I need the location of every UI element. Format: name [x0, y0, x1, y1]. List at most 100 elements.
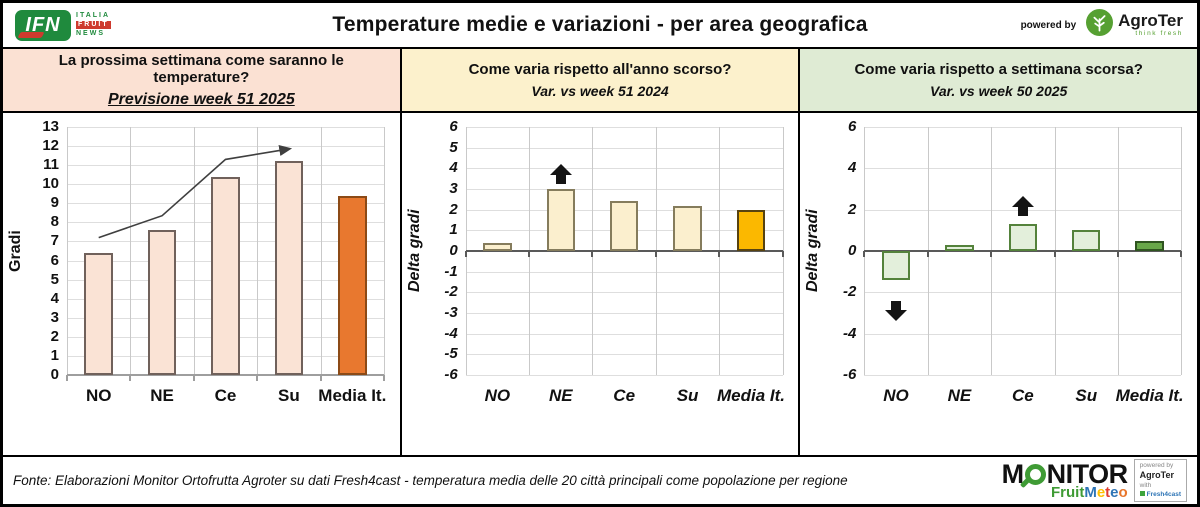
- axis-tick-mark: [319, 375, 322, 381]
- gridline-horizontal: [67, 165, 384, 167]
- panel-question: Come varia rispetto all'anno scorso?: [468, 61, 732, 78]
- footer-bar: Fonte: Elaborazioni Monitor Ortofrutta A…: [3, 455, 1197, 504]
- gridline-horizontal: [465, 127, 783, 128]
- y-axis-tick-label: 6: [449, 118, 458, 135]
- up-block-arrow-icon: [1011, 195, 1034, 216]
- x-axis-label-Media It.: Media It.: [716, 386, 785, 405]
- panels-row: La prossima settimana come saranno le te…: [3, 49, 1198, 455]
- y-axis-tick-label: 11: [43, 156, 59, 174]
- bar-NO: [881, 251, 911, 280]
- agroter-wordmark: AgroTer think fresh: [1118, 12, 1183, 38]
- axis-tick-mark: [528, 251, 531, 257]
- meteo-letter: e: [1110, 484, 1119, 501]
- axis-tick-mark: [66, 375, 68, 381]
- panel-vs-last-week: Come varia rispetto a settimana scorsa? …: [798, 49, 1198, 455]
- gridline-horizontal: [465, 147, 783, 149]
- meteo-letter: t: [1105, 484, 1111, 501]
- x-axis-label-Ce: Ce: [214, 386, 237, 405]
- x-axis-label-Ce: Ce: [1011, 386, 1034, 405]
- agroter-name: AgroTer: [1118, 11, 1183, 31]
- bar-Su: [1071, 230, 1101, 251]
- gridline-vertical: [257, 127, 259, 375]
- x-axis-label-Su: Su: [278, 386, 300, 405]
- forecast-temps-bar-chart: 0 1 2 3 4 5 6 7 8 9 10 11 12 13 NO NE Ce Su Media It. Gradi: [3, 113, 400, 455]
- axis-tick-mark: [256, 375, 259, 381]
- axis-tick-mark: [1053, 251, 1056, 257]
- gridline-horizontal: [864, 333, 1182, 335]
- y-axis-title: Delta gradi: [405, 209, 423, 293]
- bar-Media It.: [736, 209, 766, 251]
- y-axis-tick-label: 4: [449, 159, 458, 177]
- panel-header-vs-last-week: Come varia rispetto a settimana scorsa? …: [800, 49, 1198, 113]
- agroter-tree-icon: [1086, 9, 1114, 41]
- gridline-vertical: [193, 127, 195, 375]
- bar-NE: [945, 244, 974, 251]
- delta-vs-2024-bar-chart: -6 -5 -4 -3 -2 -1 0 1 2 3 4 5 6 NO NE Ce Su Media It. Delt…: [401, 113, 799, 455]
- gridline-vertical: [320, 127, 322, 375]
- axis-tick-mark: [781, 251, 784, 257]
- panel-subtitle: Var. vs week 51 2024: [531, 83, 669, 99]
- axis-tick-mark: [591, 251, 594, 257]
- y-axis-tick-label: 4: [50, 289, 59, 307]
- agroter-tagline: think fresh: [1135, 30, 1183, 38]
- gridline-horizontal: [864, 375, 1182, 376]
- panel-subtitle: Var. vs week 50 2025: [930, 83, 1068, 99]
- panel-header-forecast: La prossima settimana come saranno le te…: [3, 49, 400, 113]
- bar-Media It.: [338, 195, 367, 375]
- x-axis-label-NE: NE: [947, 386, 972, 405]
- gridline-horizontal: [864, 168, 1182, 170]
- agroter-logo: AgroTer think fresh: [1086, 9, 1183, 41]
- axis-tick-mark: [192, 375, 195, 381]
- axis-tick-mark: [129, 375, 132, 381]
- axis-tick-mark: [1116, 251, 1119, 257]
- header-bar: IFN ITALIA FRUIT NEWS Temperature medie …: [3, 3, 1197, 49]
- panel-header-vs-last-year: Come varia rispetto all'anno scorso? Var…: [401, 49, 799, 113]
- powered-by-label: powered by: [1020, 19, 1077, 31]
- panel-question: Come varia rispetto a settimana scorsa?: [854, 61, 1143, 78]
- ifn-badge: IFN: [15, 9, 71, 41]
- x-axis-label-NO: NO: [883, 386, 909, 405]
- y-axis-tick-label: 0: [449, 242, 458, 259]
- monitor-fruitmeteo-logo: M NITOR FruitMeteo powered by AgroTer wi…: [1002, 459, 1187, 502]
- meteo-text: Meteo: [1084, 484, 1127, 501]
- gridline-horizontal: [465, 271, 783, 273]
- gridline-horizontal: [67, 127, 384, 128]
- x-axis-label-Su: Su: [676, 386, 699, 405]
- gridline-horizontal: [864, 292, 1182, 294]
- bar-Ce: [609, 201, 639, 251]
- y-axis-tick-label: -5: [444, 345, 458, 363]
- gridline-horizontal: [465, 375, 783, 376]
- y-axis-tick-label: 7: [50, 232, 59, 250]
- axis-tick-mark: [1180, 251, 1183, 257]
- gridline-horizontal: [67, 146, 384, 148]
- gridline-horizontal: [465, 168, 783, 170]
- y-axis-tick-label: 4: [848, 159, 857, 177]
- axis-tick-mark: [926, 251, 929, 257]
- y-axis-tick-label: 5: [50, 270, 59, 288]
- axis-tick-mark: [654, 251, 657, 257]
- y-axis-tick-label: -4: [444, 324, 458, 342]
- trend-arrow: [98, 144, 293, 239]
- x-axis-label-NE: NE: [548, 386, 573, 405]
- monitor-word-rest: NITOR: [1046, 459, 1129, 489]
- bar-Su: [274, 161, 304, 375]
- x-axis-label-Ce: Ce: [613, 386, 636, 405]
- gridline-horizontal: [465, 189, 783, 190]
- ifn-wordmark: ITALIA FRUIT NEWS: [76, 12, 111, 38]
- gridline-horizontal: [465, 292, 783, 294]
- x-axis-label-NE: NE: [150, 386, 174, 405]
- x-axis-label-Media It.: Media It.: [1115, 386, 1184, 405]
- y-axis-tick-label: 0: [50, 366, 59, 383]
- powered-by-block: powered by AgroTer think fresh: [1021, 9, 1183, 41]
- meteo-letter: M: [1084, 484, 1097, 501]
- meteo-letter: e: [1096, 484, 1106, 501]
- magnifier-icon: [1024, 464, 1046, 485]
- y-axis-tick-label: -2: [843, 283, 857, 301]
- gridline-vertical: [384, 127, 385, 375]
- axis-tick-mark: [464, 251, 467, 257]
- x-axis-label-NO: NO: [484, 386, 511, 405]
- y-axis-tick-label: 10: [42, 175, 59, 193]
- gridline-vertical: [67, 127, 68, 375]
- source-note: Fonte: Elaborazioni Monitor Ortofrutta A…: [13, 473, 848, 488]
